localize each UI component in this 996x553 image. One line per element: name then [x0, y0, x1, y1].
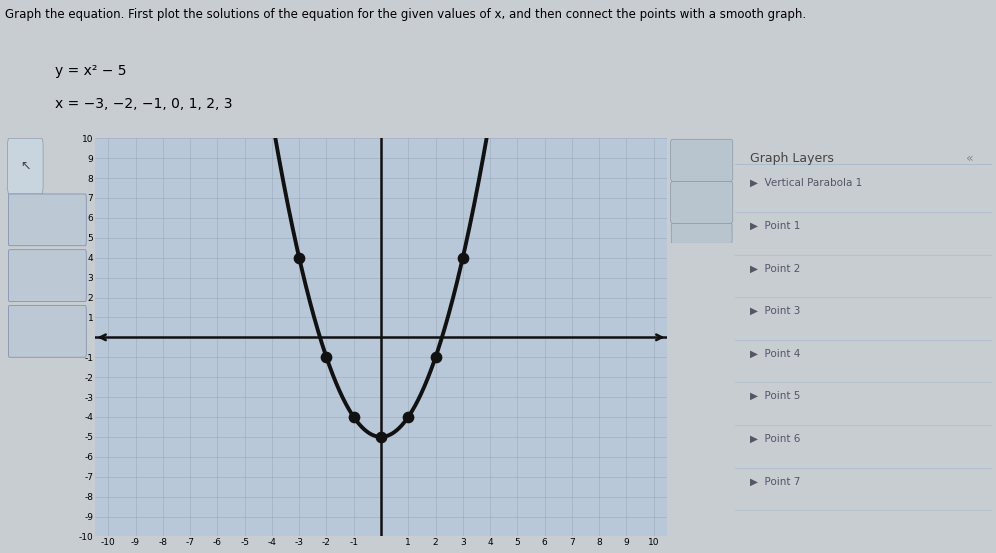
Text: ▶  Vertical Parabola 1: ▶ Vertical Parabola 1 [750, 178, 863, 188]
Text: Graph Layers: Graph Layers [750, 152, 835, 165]
FancyBboxPatch shape [8, 138, 43, 194]
FancyBboxPatch shape [670, 139, 733, 181]
Point [346, 413, 362, 421]
Text: ▶  Point 4: ▶ Point 4 [750, 348, 801, 358]
Point [427, 353, 443, 362]
FancyBboxPatch shape [671, 223, 732, 243]
Text: ▶  Point 1: ▶ Point 1 [750, 221, 801, 231]
Text: Graph the equation. First plot the solutions of the equation for the given value: Graph the equation. First plot the solut… [5, 8, 806, 22]
Text: ▶  Point 7: ▶ Point 7 [750, 476, 801, 486]
Point [455, 253, 471, 262]
Text: ▶  Point 3: ▶ Point 3 [750, 306, 801, 316]
Text: ▶  Point 5: ▶ Point 5 [750, 391, 801, 401]
Text: ▶  Point 2: ▶ Point 2 [750, 263, 801, 273]
Text: «: « [966, 152, 974, 165]
Text: x = −3, −2, −1, 0, 1, 2, 3: x = −3, −2, −1, 0, 1, 2, 3 [55, 97, 232, 111]
Text: y = x² − 5: y = x² − 5 [55, 64, 126, 77]
FancyBboxPatch shape [8, 250, 87, 301]
FancyBboxPatch shape [8, 305, 87, 357]
Point [291, 253, 307, 262]
Point [373, 432, 388, 441]
Text: ↖: ↖ [20, 160, 31, 173]
FancyBboxPatch shape [670, 181, 733, 223]
FancyBboxPatch shape [8, 194, 87, 246]
Text: ▶  Point 6: ▶ Point 6 [750, 434, 801, 444]
Point [319, 353, 335, 362]
Point [400, 413, 416, 421]
